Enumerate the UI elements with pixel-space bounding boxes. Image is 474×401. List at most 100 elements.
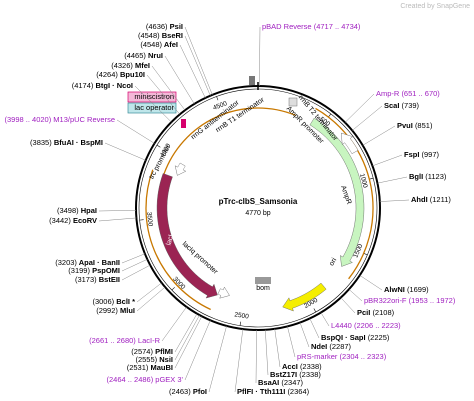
site-label: (3498) HpaI — [57, 206, 97, 215]
label-part: (4174) — [72, 81, 94, 90]
label-part: BclI * — [116, 297, 135, 306]
label-part: (739) — [402, 101, 420, 110]
leader-line — [116, 119, 155, 144]
site-label: (2464 .. 2486) pGEX 3' — [107, 375, 184, 384]
site-label: PvuI (851) — [397, 121, 433, 130]
label-part: (2347) — [281, 378, 303, 387]
leader-line — [174, 313, 198, 353]
leader-line — [184, 26, 213, 95]
label-part: (2338) — [299, 370, 321, 379]
trc-promoter-feature — [174, 162, 187, 176]
leader-line — [136, 286, 166, 312]
label-part: (3498) — [57, 206, 79, 215]
label-part: (1953 .. 1972) — [409, 296, 456, 305]
leader-line — [104, 142, 146, 161]
site-label: (2555) NsiI — [135, 355, 173, 364]
label-part: Amp-R — [376, 89, 400, 98]
label-part: (2287) — [329, 342, 351, 351]
label-part: (851) — [415, 121, 433, 130]
label-part: BfuAI · BspMI — [54, 138, 103, 147]
site-label: NdeI (2287) — [311, 342, 352, 351]
leader-line — [362, 125, 396, 146]
label-part: (2574) — [131, 347, 153, 356]
tick-mark — [369, 177, 374, 180]
leader-line — [265, 329, 269, 376]
label-part: PsiI — [170, 22, 183, 31]
label-part: (3199) — [68, 266, 90, 275]
laciq-promoter-feature — [217, 286, 230, 299]
label-part: (2661 .. 2680) — [89, 336, 136, 345]
leader-line — [174, 314, 200, 361]
label-part: (1123) — [425, 172, 447, 181]
site-label: (2661 .. 2680) LacI-R — [89, 336, 160, 345]
label-part: (1699) — [407, 285, 429, 294]
leader-line — [299, 322, 310, 348]
site-label: (2531) MauBI — [127, 363, 173, 372]
leader-line — [274, 328, 281, 368]
label-part: L4440 — [331, 321, 352, 330]
leader-line — [309, 318, 320, 339]
site-label: Amp-R (651 .. 670) — [376, 89, 440, 98]
tick-label: 4500 — [212, 100, 228, 112]
leader-line — [151, 65, 186, 111]
leader-line — [344, 93, 375, 123]
label-part: (2304 .. 2323) — [340, 352, 387, 361]
orf-line — [163, 107, 296, 175]
label-part: (2108) — [372, 308, 394, 317]
label-part: BstEII — [99, 275, 120, 284]
label-part: (3998 .. 4020) — [5, 115, 52, 124]
laci-feature — [156, 173, 218, 299]
terminator-mark — [288, 97, 298, 107]
label-part: (4548) — [140, 40, 162, 49]
label-part: BsaAI — [258, 378, 279, 387]
tick-label: 2500 — [234, 311, 250, 320]
site-label: (3006) BclI * — [92, 297, 135, 306]
label-part: (4636) — [146, 22, 168, 31]
label-part: FspI — [404, 150, 419, 159]
label-part: (2555) — [135, 355, 157, 364]
leader-line — [184, 35, 211, 96]
leader-line — [134, 85, 172, 123]
leader-line — [146, 74, 181, 115]
site-label: AccI (2338) — [282, 362, 322, 371]
promoter-feature — [341, 132, 359, 155]
leader-line — [174, 316, 203, 369]
site-label: pBAD Reverse (4717 .. 4734) — [262, 22, 361, 31]
label-part: BseRI — [162, 31, 183, 40]
label-part: (2992) — [96, 306, 118, 315]
leader-line — [161, 306, 187, 342]
plasmid-title: pTrc-clbS_Samsonia — [219, 197, 298, 206]
leader-line — [121, 259, 148, 272]
site-label: FspI (997) — [404, 150, 440, 159]
feature-box — [127, 91, 177, 103]
bom-feature — [255, 277, 271, 284]
ori-feature — [282, 282, 327, 312]
label-part: (3835) — [30, 138, 52, 147]
leader-line — [121, 264, 151, 281]
site-label: BspQI · SapI (2225) — [321, 333, 390, 342]
label-part: PfoI — [193, 387, 207, 396]
label-part: BtgI · NcoI — [96, 81, 134, 90]
label-part: HpaI — [81, 206, 97, 215]
leader-line — [340, 297, 356, 314]
leader-line — [352, 105, 383, 131]
label-part: BspQI · SapI — [321, 333, 366, 342]
label-part: LacI-R — [138, 336, 161, 345]
label-part: (2206 .. 2223) — [354, 321, 401, 330]
tick-label: 1000 — [358, 173, 369, 189]
label-part: NruI — [148, 51, 163, 60]
label-part: pRS-marker — [297, 352, 338, 361]
label-part: (4548) — [138, 31, 160, 40]
label-part: (651 .. 670) — [401, 89, 440, 98]
leader-line — [164, 55, 195, 105]
site-label: (4264) Bpu10I — [96, 70, 145, 79]
label-part: AccI — [282, 362, 298, 371]
label-part: MfeI — [135, 61, 150, 70]
label-part: (3442) — [49, 216, 71, 225]
orf-line — [315, 107, 374, 280]
label-part: (4717 .. 4734) — [314, 22, 361, 31]
plasmid-length: 4770 bp — [245, 210, 270, 217]
label-part: (4326) — [111, 61, 133, 70]
label-part: NdeI — [311, 342, 327, 351]
site-label: (3199) PspOMI — [68, 266, 120, 275]
